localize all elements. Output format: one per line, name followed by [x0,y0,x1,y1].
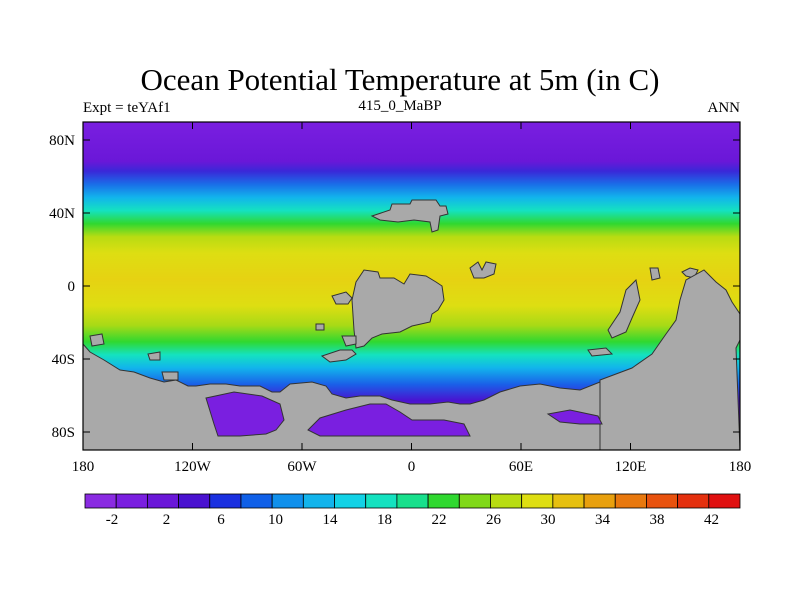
experiment-label: Expt = teYAf1 [83,100,171,116]
lon-label: 60E [509,459,533,475]
colorbar-label: 30 [541,512,556,528]
land-masses [82,199,741,451]
colorbar-label: -2 [106,512,119,528]
colorbar-label: 14 [323,512,339,528]
lat-label: 40N [49,206,75,222]
tick-marks [82,122,741,450]
lat-label: 80S [52,425,75,441]
colorbar-label: 34 [595,512,611,528]
colorbar-swatch [646,493,679,509]
colorbar-swatch [209,493,242,509]
colorbar-label: 6 [217,512,225,528]
colorbar-swatch [146,493,179,509]
colorbar-swatch [427,493,460,509]
colorbar-label: 18 [377,512,392,528]
colorbar-swatch [334,493,367,509]
lon-label: 120W [174,459,212,475]
colorbar-label: 38 [650,512,665,528]
colorbar-swatch [521,493,554,509]
lat-label: 40S [52,352,75,368]
colorbar-swatch [271,493,304,509]
colorbar-swatch [115,493,148,509]
lat-label: 0 [68,279,76,295]
colorbar-swatch [365,493,398,509]
colorbar-label: 10 [268,512,283,528]
colorbar-swatch [178,493,211,509]
lon-label: 60W [287,459,317,475]
colorbar-swatch [396,493,429,509]
colorbar-swatch [458,493,491,509]
colorbar-swatch [490,493,523,509]
lon-label: 180 [72,459,95,475]
colorbar-swatch [708,493,741,509]
season-label: ANN [707,100,741,116]
lon-label: 0 [408,459,416,475]
colorbar-label: 2 [163,512,171,528]
age-label: 415_0_MaBP [358,98,442,114]
lon-label: 180 [729,459,752,475]
colorbar-swatch [240,493,273,509]
map-title: Ocean Potential Temperature at 5m (in C) [140,62,660,97]
lat-label: 80N [49,133,75,149]
colorbar-labels: -2 2 6 10 14 18 22 26 30 34 38 42 [106,512,719,528]
colorbar-swatch [552,493,585,509]
colorbar-label: 26 [486,512,502,528]
colorbar [84,493,741,509]
colorbar-label: 42 [704,512,719,528]
colorbar-swatch [302,493,335,509]
southern-cold-seas [205,391,603,437]
colorbar-swatch [84,493,117,509]
colorbar-label: 22 [432,512,447,528]
lon-label: 120E [615,459,647,475]
colorbar-swatch [583,493,616,509]
colorbar-swatch [614,493,647,509]
colorbar-swatch [677,493,710,509]
